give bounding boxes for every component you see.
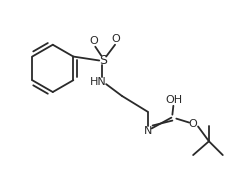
Text: N: N bbox=[144, 126, 152, 136]
Text: HN: HN bbox=[90, 77, 107, 87]
Text: OH: OH bbox=[166, 95, 183, 105]
Text: O: O bbox=[89, 36, 98, 46]
Text: S: S bbox=[99, 54, 107, 67]
Text: O: O bbox=[189, 118, 198, 129]
Text: O: O bbox=[112, 34, 120, 44]
